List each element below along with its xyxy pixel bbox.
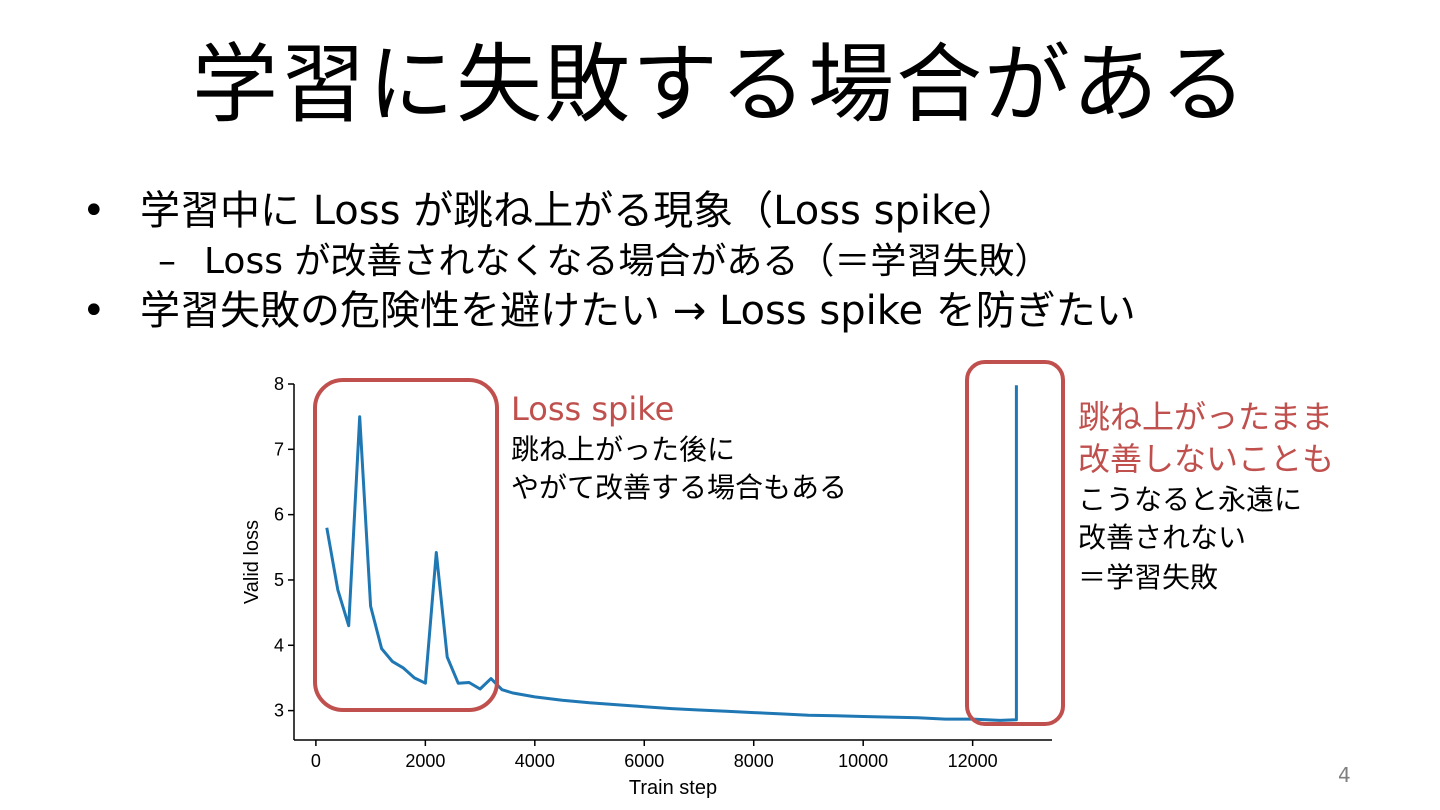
x-tick-label: 0 [311,751,321,771]
slide-title: 学習に失敗する場合がある [192,35,1248,135]
bullet-1-text: 学習中に Loss が跳ね上がる現象（Loss spike） [140,188,1018,234]
loss-spike-note-line-2: やがて改善する場合もある [511,471,848,504]
loss-series-line [325,385,1018,722]
x-tick-label: 12000 [948,751,998,771]
x-tick-label: 4000 [515,751,555,771]
loss-spike-label: Loss spike [511,390,675,428]
failure-note-line-2: 改善されない [1078,521,1247,554]
y-tick-label: 6 [274,505,284,525]
failure-label-line-1: 跳ね上がったまま [1078,398,1334,436]
loss-spike-note-line-1: 跳ね上がった後に [511,433,736,466]
bullet-marker: • [82,288,106,334]
loss-spike-highlight-box [313,378,499,712]
sub-bullet-1: – Loss が改善されなくなる場合がある（＝学習失敗） [158,240,1051,284]
x-tick-label: 8000 [734,751,774,771]
y-tick-label: 8 [274,374,284,394]
y-tick-label: 5 [274,570,284,590]
y-tick-label: 7 [274,439,284,459]
failure-note-line-1: こうなると永遠に [1078,483,1303,516]
bullet-2: • 学習失敗の危険性を避けたい → Loss spike を防ぎたい [82,286,1136,336]
y-tick-label: 3 [274,701,284,721]
bullet-1: • 学習中に Loss が跳ね上がる現象（Loss spike） [82,186,1018,236]
bullet-2-text: 学習失敗の危険性を避けたい → Loss spike を防ぎたい [140,288,1136,334]
x-tick-label: 10000 [838,751,888,771]
y-tick-label: 4 [274,635,284,655]
sub-bullet-1-text: Loss が改善されなくなる場合がある（＝学習失敗） [204,241,1051,282]
failure-highlight-box [965,360,1065,726]
page-number: 4 [1338,763,1351,787]
bullet-marker: • [82,188,106,234]
x-axis-label: Train step [629,777,717,799]
sub-bullet-marker: – [158,241,176,282]
failure-note-line-3: ＝学習失敗 [1078,561,1219,594]
failure-label-line-2: 改善しないことも [1078,440,1335,478]
x-tick-label: 6000 [624,751,664,771]
x-tick-label: 2000 [405,751,445,771]
y-axis-label: Valid loss [241,520,263,604]
